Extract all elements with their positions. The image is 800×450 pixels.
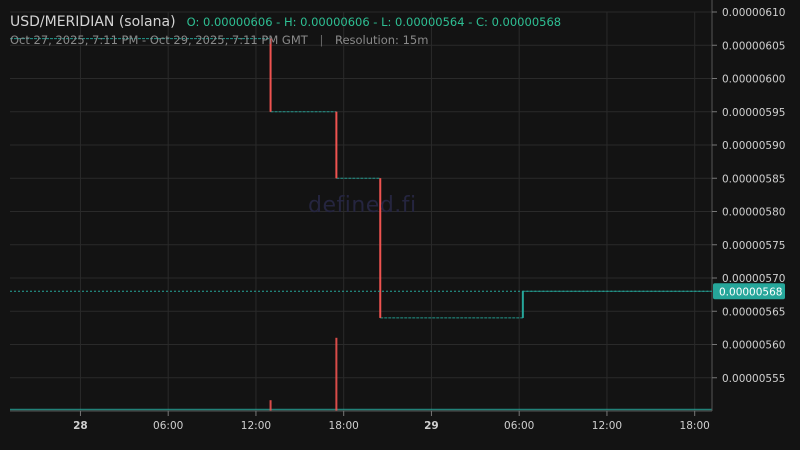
last-price-label: 0.00000568 — [719, 286, 782, 298]
watermark: defined.fi — [308, 193, 417, 218]
x-tick-label: 06:00 — [504, 420, 534, 432]
candle-body — [379, 178, 382, 318]
y-tick-label: 0.00000585 — [722, 173, 785, 185]
candle-body — [335, 111, 338, 179]
x-tick-label: 28 — [73, 420, 88, 432]
resolution: Resolution: 15m — [334, 33, 429, 47]
chart-header: USD/MERIDIAN (solana) O: 0.00000606 - H:… — [10, 11, 561, 30]
y-tick-label: 0.00000590 — [722, 140, 785, 152]
y-tick-label: 0.00000580 — [722, 207, 785, 219]
candles — [269, 38, 524, 318]
time-range: Oct 27, 2025, 7:11 PM - Oct 29, 2025, 7:… — [10, 33, 308, 47]
y-tick-label: 0.00000600 — [722, 74, 785, 86]
chart-subheader: Oct 27, 2025, 7:11 PM - Oct 29, 2025, 7:… — [10, 33, 428, 47]
ohlc-readout: O: 0.00000606 - H: 0.00000606 - L: 0.000… — [186, 15, 562, 29]
x-tick-label: 18:00 — [680, 420, 710, 432]
axes — [10, 0, 713, 412]
y-tick-label: 0.00000575 — [722, 240, 785, 252]
candle-body — [269, 38, 272, 112]
separator: | — [319, 33, 324, 47]
last-price-tag — [713, 283, 785, 300]
x-tick-label: 18:00 — [329, 420, 359, 432]
x-tick-label: 12:00 — [592, 420, 622, 432]
y-axis: 0.00000610 0.00000605 0.00000600 0.00000595… — [712, 7, 785, 385]
candle-body — [521, 291, 524, 318]
y-tick-label: 0.00000555 — [722, 373, 785, 385]
volume-bars — [10, 337, 712, 411]
y-tick-label: 0.00000605 — [722, 40, 785, 52]
pair-title: USD/MERIDIAN (solana) — [10, 14, 176, 30]
x-axis: 28 06:00 12:00 18:00 29 06:00 12:00 18:00 — [73, 411, 710, 432]
x-tick-label: 12:00 — [241, 420, 271, 432]
price-step-lines — [10, 38, 712, 319]
x-tick-label: 29 — [424, 420, 439, 432]
y-tick-label: 0.00000570 — [722, 273, 785, 285]
x-tick-label: 06:00 — [153, 420, 183, 432]
last-price-marker: 0.00000568 — [10, 283, 785, 300]
y-tick-label: 0.00000560 — [722, 340, 785, 352]
y-tick-label: 0.00000610 — [722, 7, 785, 19]
y-tick-label: 0.00000595 — [722, 107, 785, 119]
volume-bar — [269, 400, 272, 411]
y-tick-label: 0.00000565 — [722, 306, 785, 318]
volume-bar — [335, 337, 338, 411]
